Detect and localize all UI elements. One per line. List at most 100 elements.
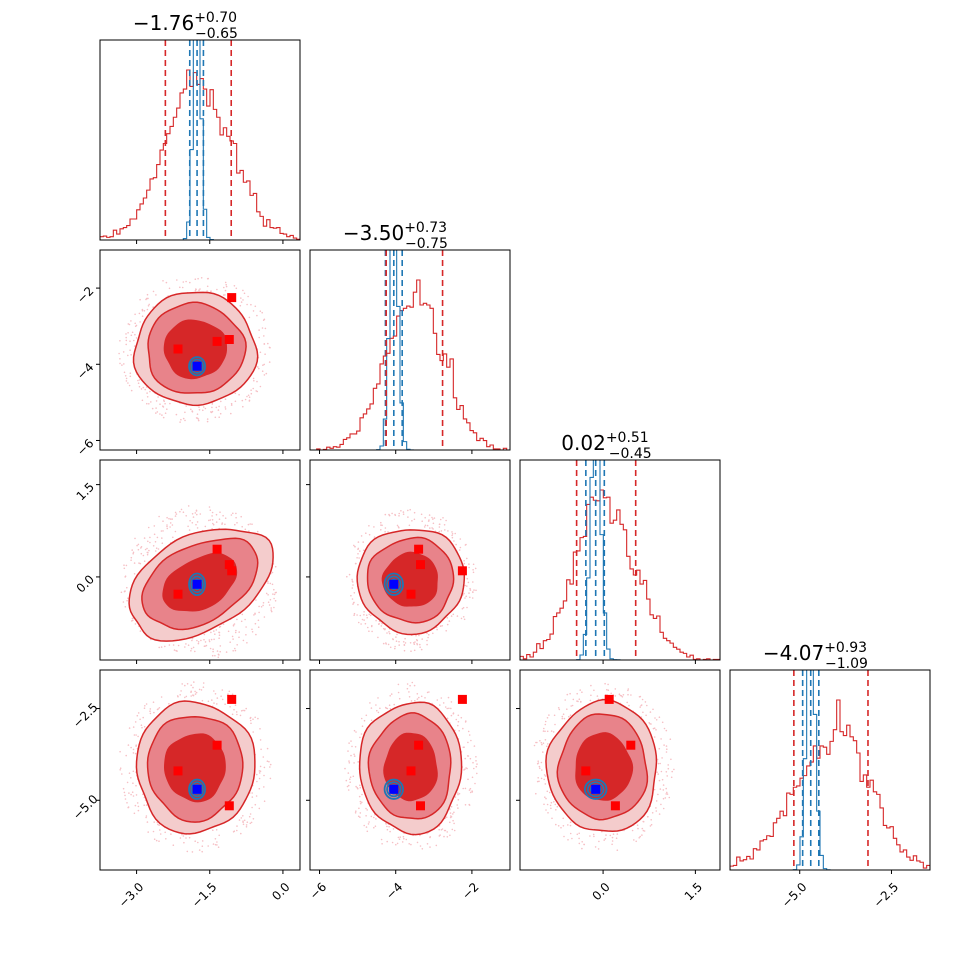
sample-point	[152, 545, 155, 547]
sample-point	[159, 403, 161, 406]
sample-point	[251, 792, 253, 794]
sample-point	[127, 806, 129, 809]
sample-point	[131, 331, 134, 334]
sample-point	[137, 712, 140, 714]
sample-point	[405, 838, 408, 841]
sample-point	[351, 578, 353, 581]
sample-point	[130, 793, 132, 796]
sample-point	[474, 567, 477, 570]
sample-point	[404, 642, 407, 644]
other-marker	[457, 694, 467, 704]
sample-point	[463, 592, 465, 595]
sample-point	[195, 510, 198, 512]
sample-point	[256, 530, 259, 533]
sample-point	[182, 417, 185, 420]
sample-point	[578, 842, 581, 845]
sample-point	[135, 744, 137, 746]
sample-point	[673, 768, 675, 771]
sample-point	[438, 828, 441, 831]
sample-point	[464, 787, 467, 790]
sample-point	[185, 837, 187, 839]
sample-point	[566, 708, 568, 710]
sample-point	[614, 688, 617, 690]
sample-point	[396, 524, 399, 527]
sample-point	[227, 630, 230, 633]
sample-point	[164, 831, 166, 834]
sample-point	[259, 765, 262, 768]
sample-point	[402, 513, 405, 515]
sample-point	[566, 693, 569, 696]
sample-point	[210, 290, 212, 292]
sample-point	[398, 644, 401, 646]
sample-point	[462, 787, 465, 790]
sample-point	[153, 711, 155, 714]
sample-point	[213, 690, 215, 692]
sample-point	[206, 285, 209, 288]
sample-point	[353, 729, 356, 732]
sample-point	[166, 527, 169, 530]
sample-point	[356, 557, 358, 559]
sample-point	[416, 639, 419, 642]
sample-point	[273, 606, 275, 609]
sample-point	[385, 707, 388, 709]
sample-point	[212, 522, 214, 525]
sample-point	[388, 825, 390, 828]
sample-point	[347, 750, 349, 752]
sample-point	[415, 634, 417, 637]
sample-point	[242, 709, 244, 712]
sample-point	[371, 624, 373, 627]
sample-point	[413, 511, 416, 514]
x-tick-label: −2.5	[871, 880, 902, 911]
sample-point	[396, 633, 398, 636]
sample-point	[453, 822, 455, 825]
narrow-histogram-4	[730, 670, 930, 870]
sample-point	[169, 522, 172, 524]
sample-point	[247, 394, 250, 397]
sample-point	[370, 719, 373, 722]
sample-point	[468, 789, 471, 791]
sample-point	[153, 525, 156, 527]
sample-point	[265, 372, 268, 375]
sample-point	[239, 714, 242, 717]
sample-point	[562, 817, 564, 820]
sample-point	[225, 283, 227, 286]
sample-point	[443, 524, 446, 526]
sample-point	[469, 596, 471, 599]
sample-point	[364, 622, 367, 625]
sample-point	[132, 770, 135, 773]
sample-point	[638, 837, 640, 839]
sample-point	[407, 516, 409, 518]
sample-point	[224, 281, 227, 284]
sample-point	[243, 292, 246, 295]
sample-point	[215, 521, 218, 523]
sample-point	[209, 509, 212, 512]
sample-point	[464, 721, 467, 723]
sample-point	[350, 594, 352, 597]
sample-point	[209, 519, 212, 521]
sample-point	[192, 516, 195, 518]
sample-point	[146, 402, 148, 405]
sample-point	[270, 607, 273, 609]
sample-point	[395, 843, 397, 846]
sample-point	[273, 597, 275, 600]
sample-point	[436, 699, 439, 701]
sample-point	[137, 809, 140, 812]
sample-point	[233, 285, 236, 287]
sample-point	[544, 783, 547, 785]
sample-point	[662, 789, 665, 791]
sample-point	[627, 688, 630, 690]
sample-point	[258, 772, 261, 774]
sample-point	[654, 717, 656, 719]
sample-point	[202, 682, 205, 684]
sample-point	[568, 715, 570, 718]
sample-point	[427, 636, 429, 639]
sample-point	[640, 704, 642, 707]
sample-point	[414, 700, 416, 702]
sample-point	[445, 816, 448, 818]
sample-point	[441, 625, 444, 627]
sample-point	[251, 631, 254, 633]
sample-point	[367, 626, 369, 629]
sample-point	[238, 393, 240, 396]
sample-point	[258, 367, 260, 370]
panel-frame	[309, 459, 511, 661]
